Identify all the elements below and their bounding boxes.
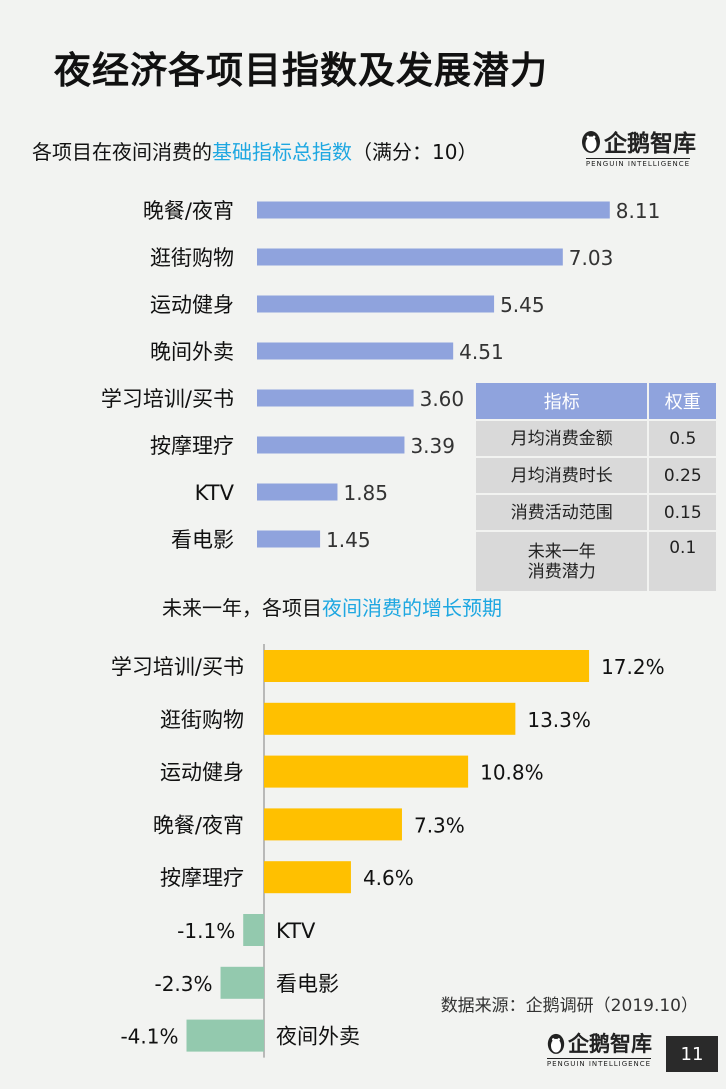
data-label: 17.2%	[601, 655, 665, 679]
table-row: 月均消费金额 0.5	[473, 419, 718, 458]
chart1-subtitle: 各项目在夜间消费的基础指标总指数（满分：10）	[32, 136, 477, 165]
category-label: 看电影	[171, 528, 234, 552]
data-label: 5.45	[500, 293, 545, 317]
category-label: 按摩理疗	[150, 434, 234, 458]
table-cell-weight: 0.25	[647, 456, 718, 495]
data-label: 1.45	[326, 528, 371, 552]
bar	[257, 436, 405, 454]
logo-subtext: PENGUIN INTELLIGENCE	[585, 158, 691, 168]
chart-base-index: 晚餐/夜宵 8.11 逛街购物 7.03 运动健身 5.45 晚间外卖 4.51 学习培训/买书…	[101, 199, 661, 552]
chart2-subtitle: 未来一年，各项目夜间消费的增长预期	[162, 592, 502, 621]
table-cell-indicator-line2: 消费潜力	[527, 561, 596, 582]
table-row: 月均消费时长 0.25	[473, 456, 718, 495]
chart-growth-forecast: 学习培训/买书 17.2% 逛街购物 13.3% 运动健身 10.8% 晚餐/夜宵 7.3% 按…	[111, 644, 665, 1058]
table-cell-indicator: 未来一年 消费潜力	[473, 530, 650, 593]
bar	[220, 966, 264, 999]
data-label: 10.8%	[480, 761, 544, 785]
category-label: 晚餐/夜宵	[153, 813, 244, 837]
weight-table: 指标 权重 月均消费金额 0.5 月均消费时长 0.25 消费活动范围 0.15…	[473, 381, 718, 593]
table-row: 消费活动范围 0.15	[473, 493, 718, 532]
bar	[186, 1019, 264, 1052]
bar	[264, 861, 351, 894]
data-label: 4.51	[459, 340, 504, 364]
source-note: 数据来源：企鹅调研（2019.10）	[440, 996, 698, 1016]
data-label: 3.39	[410, 434, 455, 458]
logo-text: 企鹅智库	[604, 131, 696, 157]
category-label: 晚间外卖	[150, 340, 234, 364]
data-label: -1.1%	[177, 919, 235, 943]
category-label: 看电影	[276, 972, 339, 996]
category-label: 运动健身	[150, 293, 234, 317]
chart1-subtitle-prefix: 各项目在夜间消费的	[32, 140, 212, 164]
category-label: 运动健身	[160, 761, 244, 785]
category-label: 按摩理疗	[160, 866, 244, 890]
chart1-subtitle-highlight: 基础指标总指数	[212, 140, 352, 164]
category-label: 学习培训/买书	[101, 387, 234, 411]
table-cell-weight: 0.5	[647, 419, 718, 458]
table-cell-indicator: 月均消费时长	[473, 456, 650, 495]
category-label: 逛街购物	[150, 246, 234, 270]
page-title: 夜经济各项目指数及发展潜力	[54, 49, 548, 92]
bar	[257, 483, 338, 501]
penguin-icon	[582, 131, 600, 153]
bar	[257, 342, 454, 360]
bar	[264, 755, 469, 788]
chart2-subtitle-prefix: 未来一年，各项目	[162, 596, 322, 620]
weight-table-header-weight: 权重	[647, 381, 718, 421]
bar	[243, 914, 264, 946]
table-cell-indicator: 消费活动范围	[473, 493, 650, 532]
logo-subtext: PENGUIN INTELLIGENCE	[546, 1058, 652, 1068]
chart1-subtitle-suffix: （满分：10）	[352, 140, 478, 164]
weight-table-header-row: 指标 权重	[473, 381, 718, 421]
data-label: 1.85	[343, 481, 388, 505]
bar	[257, 389, 414, 407]
data-label: -2.3%	[154, 972, 212, 996]
logo-text: 企鹅智库	[568, 1032, 652, 1056]
category-label: 学习培训/买书	[111, 655, 244, 679]
table-cell-weight: 0.15	[647, 493, 718, 532]
category-label: 晚餐/夜宵	[143, 199, 234, 223]
category-label: 夜间外卖	[276, 1025, 360, 1049]
bar	[264, 808, 402, 841]
bar	[257, 248, 563, 266]
data-label: 7.03	[569, 246, 614, 270]
category-label: KTV	[195, 481, 235, 505]
penguin-icon	[547, 1033, 565, 1054]
table-cell-weight: 0.1	[647, 530, 718, 593]
logo-top: 企鹅智库 PENGUIN INTELLIGENCE	[580, 124, 696, 168]
bar	[257, 530, 321, 548]
data-label: 4.6%	[363, 866, 414, 890]
page-number: 11	[666, 1036, 718, 1072]
data-label: 3.60	[420, 387, 465, 411]
weight-table-header-indicator: 指标	[473, 381, 650, 421]
bar	[257, 201, 610, 219]
data-label: 8.11	[616, 199, 661, 223]
data-label: 7.3%	[414, 813, 465, 837]
bar	[264, 650, 590, 682]
logo-bottom: 企鹅智库 PENGUIN INTELLIGENCE	[546, 1028, 652, 1068]
table-row: 未来一年 消费潜力 0.1	[473, 530, 718, 593]
table-cell-indicator: 月均消费金额	[473, 419, 650, 458]
bar	[257, 295, 495, 313]
chart2-subtitle-highlight: 夜间消费的增长预期	[322, 596, 502, 620]
data-label: -4.1%	[120, 1025, 178, 1049]
data-label: 13.3%	[527, 708, 591, 732]
category-label: KTV	[276, 919, 316, 943]
table-cell-indicator-line1: 未来一年	[527, 541, 596, 562]
bar	[264, 702, 516, 735]
category-label: 逛街购物	[160, 708, 244, 732]
